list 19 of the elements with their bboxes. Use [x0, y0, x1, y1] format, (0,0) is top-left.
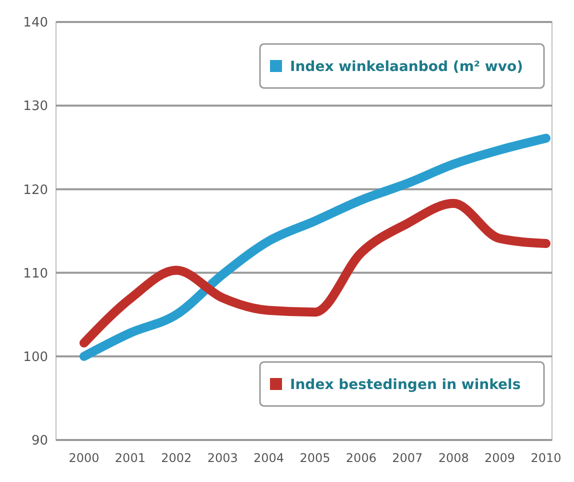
x-tick-label: 2010: [530, 451, 562, 465]
legend-label: Index bestedingen in winkels: [290, 377, 521, 393]
x-tick-label: 2008: [438, 451, 469, 465]
x-tick-label: 2001: [114, 451, 146, 465]
x-tick-label: 2009: [484, 451, 516, 465]
y-tick-label: 110: [23, 266, 48, 282]
x-tick-label: 2007: [392, 451, 423, 465]
x-tick-label: 2002: [161, 451, 192, 465]
x-tick-label: 2005: [300, 451, 330, 465]
x-tick-label: 2004: [254, 451, 284, 465]
y-tick-label: 120: [23, 182, 48, 198]
x-tick-label: 2000: [68, 451, 100, 465]
x-tick-label: 2003: [207, 451, 238, 465]
y-tick-label: 90: [31, 434, 48, 449]
y-tick-label: 130: [23, 99, 48, 114]
y-tick-label: 100: [23, 350, 48, 365]
y-tick-label: 140: [23, 16, 48, 31]
legend-label: Index winkelaanbod (m² wvo): [290, 59, 523, 75]
x-tick-label: 2006: [346, 451, 376, 465]
